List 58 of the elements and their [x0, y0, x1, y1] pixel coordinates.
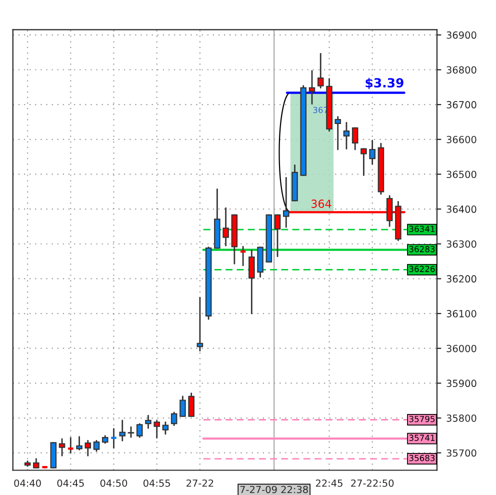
- y-tick-label: 36100: [446, 310, 476, 318]
- candlestick: [274, 214, 281, 258]
- y-tick-label: 36900: [446, 31, 476, 39]
- x-tick-label: 22:45: [316, 479, 342, 487]
- candlestick: [136, 423, 143, 438]
- y-tick-label: 36700: [446, 101, 476, 108]
- candlestick: [58, 438, 66, 456]
- candlestick: [196, 296, 204, 352]
- y-tick-label: 36000: [446, 344, 476, 352]
- candlestick: [239, 246, 247, 266]
- y-tick-label: 35700: [446, 449, 476, 457]
- candlestick: [93, 440, 100, 452]
- y-tick-label: 36800: [446, 66, 476, 74]
- candlestick: [128, 426, 134, 438]
- y-tick-label: 36200: [446, 275, 476, 283]
- y-tick-label: 36300: [446, 240, 476, 248]
- candlestick: [360, 148, 367, 176]
- candlestick: [222, 207, 229, 246]
- ref-line-label: 36283: [409, 246, 435, 252]
- candlestick: [170, 412, 178, 426]
- ref-line-label: 36226: [409, 266, 435, 272]
- candlestick: [180, 396, 186, 417]
- candlestick: [317, 53, 324, 89]
- y-tick-label: 36600: [446, 136, 476, 144]
- candlestick: [119, 420, 126, 442]
- annotation: $3.39: [366, 78, 404, 90]
- candlestick: [110, 428, 118, 449]
- text: 7-27-09 22:38: [240, 486, 308, 494]
- y-tick-label: 35900: [446, 380, 476, 388]
- y-tick-label: 35800: [446, 414, 476, 422]
- y-tick-label: 36400: [446, 206, 476, 213]
- ref-line-label: 35741: [409, 434, 434, 441]
- candlestick: [352, 127, 358, 150]
- candlestick: [33, 458, 40, 469]
- candlestick: [369, 140, 376, 165]
- candlestick: [308, 70, 316, 105]
- x-tick-label: 27-22: [186, 479, 214, 487]
- ref-line-label: 36341: [409, 226, 434, 232]
- x-tick-label: 27-22:50: [351, 479, 394, 487]
- x-tick-label: 04:50: [100, 479, 128, 487]
- candlestick: [334, 116, 341, 150]
- y-tick-label: 36500: [446, 170, 476, 178]
- candlestick: [343, 122, 350, 150]
- candlestick: [84, 440, 92, 456]
- x-tick-label: 04:40: [14, 479, 41, 487]
- candlestick: [76, 436, 82, 450]
- candlestick: [162, 421, 169, 435]
- candlestick: [248, 249, 255, 314]
- x-tick-label: 04:45: [57, 479, 84, 487]
- annotation: 364: [311, 200, 332, 208]
- x-tick-label: 04:55: [143, 479, 170, 487]
- ref-line-label: 35795: [409, 416, 435, 422]
- candlestick: [282, 177, 290, 228]
- candlestick: [145, 414, 152, 429]
- candlestick: [66, 437, 74, 454]
- candlestick: [188, 392, 194, 417]
- candlestick: [154, 420, 160, 439]
- ref-line-label: 35683: [409, 454, 435, 462]
